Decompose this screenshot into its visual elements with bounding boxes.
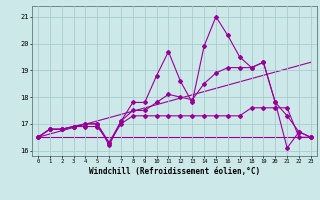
X-axis label: Windchill (Refroidissement éolien,°C): Windchill (Refroidissement éolien,°C): [89, 167, 260, 176]
